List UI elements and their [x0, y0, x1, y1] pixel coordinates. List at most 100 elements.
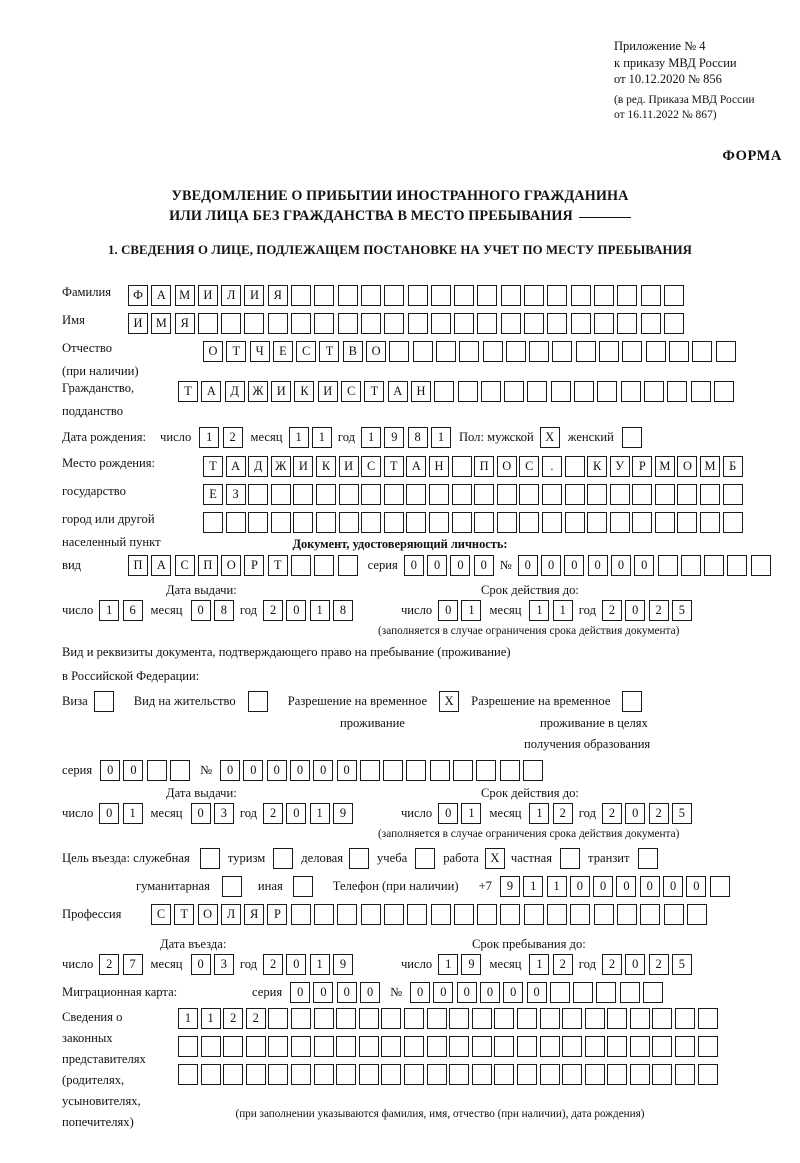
char-cell[interactable]: Р	[632, 456, 653, 477]
char-cell[interactable]	[539, 1008, 560, 1029]
char-cell[interactable]	[381, 1036, 402, 1057]
char-cell[interactable]: Е	[272, 341, 293, 362]
char-cell[interactable]	[541, 512, 562, 533]
char-cell[interactable]	[700, 484, 721, 505]
char-cell[interactable]	[640, 904, 661, 925]
char-cell[interactable]: 0	[639, 876, 660, 897]
field-legal-rep-row-3[interactable]	[178, 1064, 720, 1085]
char-cell[interactable]	[245, 1064, 266, 1085]
char-cell[interactable]	[607, 1036, 628, 1057]
char-cell[interactable]: 0	[634, 555, 655, 576]
char-cell[interactable]	[245, 1036, 266, 1057]
char-cell[interactable]: 2	[601, 600, 622, 621]
char-cell[interactable]: 1	[430, 427, 451, 448]
char-cell[interactable]: 0	[313, 760, 334, 781]
char-cell[interactable]: Ф	[128, 285, 148, 306]
char-cell[interactable]	[336, 1036, 357, 1057]
char-cell[interactable]	[617, 285, 638, 306]
field-legal-rep-row-2[interactable]	[178, 1036, 720, 1057]
char-cell[interactable]	[499, 760, 520, 781]
char-cell[interactable]	[692, 341, 713, 362]
char-cell[interactable]	[337, 285, 358, 306]
char-cell[interactable]: 1	[309, 954, 330, 975]
char-cell[interactable]: В	[342, 341, 363, 362]
char-cell[interactable]	[584, 1064, 605, 1085]
char-cell[interactable]	[482, 341, 503, 362]
char-cell[interactable]	[290, 904, 311, 925]
char-cell[interactable]	[430, 904, 451, 925]
char-cell[interactable]: Я	[267, 285, 288, 306]
char-cell[interactable]	[384, 285, 405, 306]
char-cell[interactable]: П	[128, 555, 148, 576]
char-cell[interactable]	[270, 512, 291, 533]
char-cell[interactable]: 0	[541, 555, 562, 576]
char-cell[interactable]	[178, 1036, 198, 1057]
char-cell[interactable]	[426, 1064, 447, 1085]
char-cell[interactable]: 0	[289, 760, 310, 781]
char-cell[interactable]	[574, 381, 595, 402]
char-cell[interactable]	[652, 1008, 673, 1029]
char-cell[interactable]: 0	[450, 555, 471, 576]
char-cell[interactable]	[314, 555, 335, 576]
char-cell[interactable]: Н	[428, 456, 449, 477]
char-cell[interactable]: Б	[722, 456, 743, 477]
char-cell[interactable]: 1	[529, 600, 550, 621]
char-cell[interactable]	[570, 904, 591, 925]
char-cell[interactable]	[454, 285, 475, 306]
char-cell[interactable]	[677, 512, 698, 533]
char-cell[interactable]	[480, 381, 501, 402]
char-cell[interactable]	[494, 1036, 515, 1057]
char-cell[interactable]	[547, 313, 568, 334]
char-cell[interactable]	[170, 760, 191, 781]
char-cell[interactable]: 1	[361, 427, 382, 448]
char-cell[interactable]: С	[341, 381, 362, 402]
char-cell[interactable]	[562, 1036, 583, 1057]
char-cell[interactable]	[290, 1008, 311, 1029]
char-cell[interactable]: 1	[178, 1008, 198, 1029]
char-cell[interactable]	[223, 1064, 244, 1085]
char-cell[interactable]: Т	[267, 555, 288, 576]
char-cell[interactable]	[643, 381, 664, 402]
char-cell[interactable]: 0	[473, 555, 494, 576]
char-cell[interactable]	[477, 904, 498, 925]
char-cell[interactable]	[587, 484, 608, 505]
char-cell[interactable]	[293, 512, 314, 533]
char-cell[interactable]	[663, 313, 684, 334]
char-cell[interactable]: Е	[203, 484, 223, 505]
char-cell[interactable]	[715, 341, 736, 362]
char-cell[interactable]	[428, 512, 449, 533]
char-cell[interactable]	[383, 484, 404, 505]
char-cell[interactable]	[516, 1036, 537, 1057]
char-cell[interactable]: .	[541, 456, 562, 477]
char-cell[interactable]	[426, 1008, 447, 1029]
char-cell[interactable]: 1	[461, 600, 482, 621]
char-cell[interactable]	[338, 484, 359, 505]
char-cell[interactable]: 0	[593, 876, 614, 897]
char-cell[interactable]	[313, 1036, 334, 1057]
char-cell[interactable]	[291, 555, 312, 576]
char-cell[interactable]: О	[221, 555, 242, 576]
char-cell[interactable]: 1	[200, 1008, 221, 1029]
char-cell[interactable]	[494, 1064, 515, 1085]
char-cell[interactable]: 0	[427, 555, 448, 576]
char-cell[interactable]: 0	[479, 982, 500, 1003]
char-cell[interactable]	[200, 1064, 221, 1085]
char-cell[interactable]	[593, 313, 614, 334]
char-cell[interactable]	[293, 484, 314, 505]
char-cell[interactable]	[697, 1008, 718, 1029]
char-cell[interactable]: 1	[529, 803, 550, 824]
char-cell[interactable]	[522, 760, 543, 781]
char-cell[interactable]	[203, 512, 223, 533]
char-cell[interactable]	[516, 1008, 537, 1029]
char-cell[interactable]	[632, 484, 653, 505]
char-cell[interactable]	[454, 313, 475, 334]
char-cell[interactable]: 0	[569, 876, 590, 897]
char-cell[interactable]: 0	[190, 954, 211, 975]
char-cell[interactable]	[550, 381, 571, 402]
char-cell[interactable]	[449, 1064, 470, 1085]
